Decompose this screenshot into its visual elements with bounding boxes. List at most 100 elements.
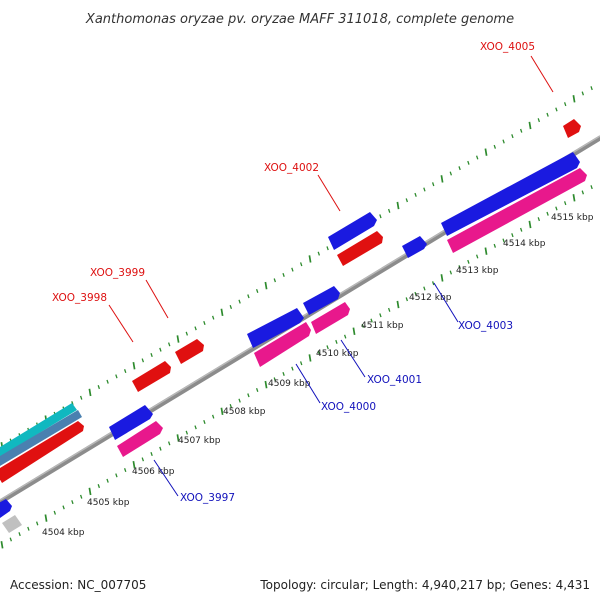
upper-tick (115, 374, 118, 379)
lower-tick (123, 468, 127, 473)
upper-tick (572, 95, 576, 103)
upper-tick (537, 118, 541, 123)
upper-tick (167, 342, 171, 347)
lower-tick (185, 430, 189, 435)
upper-tick (414, 192, 417, 197)
lower-tick (299, 361, 303, 366)
callout-line-4000 (295, 363, 321, 404)
gene-label-xoo-4001[interactable]: XOO_4001 (367, 374, 422, 386)
lower-tick (211, 414, 215, 419)
lower-tick (115, 473, 118, 478)
gene-arrow-pink-3997 (117, 421, 163, 457)
upper-tick (405, 198, 409, 203)
upper-tick (264, 281, 268, 290)
gene-label-xoo-3997[interactable]: XOO_3997 (180, 492, 235, 504)
gene-block-teal (0, 403, 77, 457)
kbp-label: 4512 kbp (409, 293, 452, 303)
gene-arrow-pink-4000 (254, 322, 311, 367)
lower-tick (475, 254, 479, 259)
lower-tick (335, 339, 338, 344)
upper-tick (159, 347, 162, 352)
lower-tick (35, 521, 39, 526)
kbp-label: 4506 kbp (132, 467, 175, 477)
genome-summary-text: Topology: circular; Length: 4,940,217 bp… (260, 578, 590, 592)
lower-tick (458, 265, 461, 270)
lower-tick (18, 532, 21, 537)
gene-label-xoo-4003[interactable]: XOO_4003 (458, 320, 513, 332)
lower-tick (308, 354, 312, 362)
lower-tick (405, 297, 409, 302)
lower-tick (352, 327, 356, 335)
upper-tick (141, 358, 145, 363)
map-title: Xanthomonas oryzae pv. oryzae MAFF 31101… (85, 12, 514, 27)
callout-line-4003 (433, 282, 459, 323)
lower-tick (238, 398, 241, 403)
upper-tick (194, 326, 197, 331)
lower-tick (62, 505, 65, 510)
upper-tick (176, 335, 180, 343)
gene-arrow-red-4002 (337, 231, 383, 266)
gene-label-xoo-3999[interactable]: XOO_3999 (90, 267, 145, 279)
callout-line-4005 (530, 55, 554, 93)
upper-tick (581, 91, 585, 96)
lower-tick (379, 313, 382, 318)
upper-tick (282, 272, 285, 277)
kbp-label: 4510 kbp (316, 349, 359, 359)
lower-tick (44, 514, 48, 522)
lower-tick (220, 407, 224, 416)
upper-tick (458, 166, 461, 171)
gene-block-steel (0, 410, 82, 466)
upper-tick (106, 379, 109, 384)
upper-tick (229, 304, 233, 309)
upper-tick (431, 182, 435, 187)
upper-tick (132, 361, 136, 370)
gene-label-xoo-4002[interactable]: XOO_4002 (264, 162, 319, 174)
kbp-label: 4511 kbp (361, 321, 404, 331)
lower-tick (176, 434, 180, 442)
lower-tick (291, 366, 294, 371)
lower-tick (141, 457, 145, 462)
upper-tick (475, 155, 479, 160)
lower-tick (203, 419, 206, 425)
kbp-label: 4513 kbp (456, 266, 499, 276)
lower-tick (537, 217, 541, 222)
upper-tick (326, 246, 329, 251)
lower-tick (317, 350, 321, 355)
lower-tick (546, 211, 549, 216)
lower-tick (88, 487, 92, 496)
upper-tick (387, 208, 391, 213)
upper-tick (220, 308, 224, 317)
upper-tick (440, 175, 444, 183)
lower-tick (370, 318, 373, 323)
lower-tick (106, 478, 109, 483)
lower-tick (159, 446, 162, 451)
lower-tick (581, 190, 585, 195)
upper-tick (528, 121, 532, 130)
gene-arrow-blue-4000 (247, 308, 304, 348)
upper-tick (273, 278, 277, 283)
gene-label-xoo-4000[interactable]: XOO_4000 (321, 401, 376, 413)
gene-label-xoo-3998[interactable]: XOO_3998 (52, 292, 107, 304)
lower-tick (97, 484, 101, 489)
lower-tick (555, 206, 558, 211)
upper-tick (185, 331, 189, 336)
lower-tick (511, 233, 514, 238)
gene-teal-strip (0, 403, 82, 466)
upper-tick (308, 255, 312, 263)
upper-tick (79, 395, 83, 400)
callout-line-4002 (317, 174, 341, 212)
lower-tick (0, 541, 4, 549)
gene-arrow-blue-4003 (402, 236, 427, 258)
callout-line-3999 (145, 279, 169, 319)
upper-tick (299, 262, 303, 267)
lower-tick (229, 403, 233, 408)
upper-tick (255, 288, 259, 293)
upper-tick (546, 112, 549, 117)
gene-arrow-blue-3997 (109, 405, 153, 440)
lower-tick-track (0, 185, 593, 549)
lower-tick (282, 371, 285, 376)
upper-tick (291, 267, 294, 272)
gene-label-xoo-4005[interactable]: XOO_4005 (480, 41, 535, 53)
lower-tick (9, 537, 13, 542)
gene-block-gray (2, 515, 22, 533)
